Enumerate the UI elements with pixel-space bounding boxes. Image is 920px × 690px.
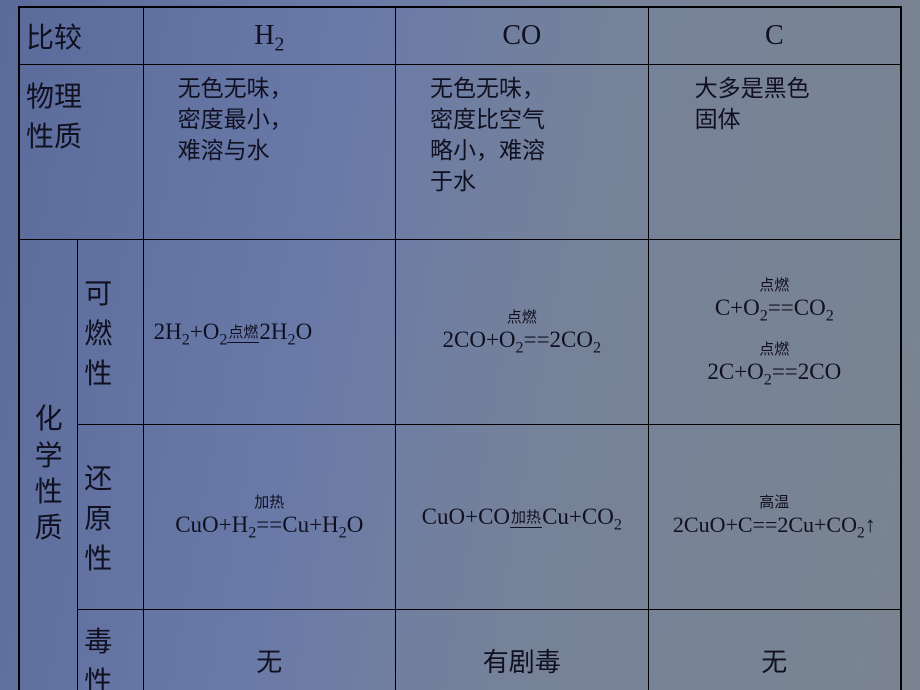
combustibility-row: 化学性质 可燃性 2H2+O2点燃2H2O 点燃2CO+O2==2CO2 点燃C… <box>19 240 901 425</box>
header-compare: 比较 <box>19 7 143 65</box>
combustibility-label: 可燃性 <box>78 240 143 425</box>
combust-co: 点燃2CO+O2==2CO2 <box>395 240 648 425</box>
toxicity-h2: 无 <box>143 610 395 690</box>
reducibility-row: 还原性 加热CuO+H2==Cu+H2O CuO+CO加热Cu+CO2 高温2C… <box>19 425 901 610</box>
physical-h2: 无色无味，密度最小，难溶与水 <box>143 65 395 240</box>
reducibility-label: 还原性 <box>78 425 143 610</box>
comparison-table: 比较 H2 CO C 物理性质 无色无味，密度最小，难溶与水 无色无味，密度比空… <box>18 6 902 690</box>
physical-co: 无色无味，密度比空气略小，难溶于水 <box>395 65 648 240</box>
header-co: CO <box>395 7 648 65</box>
header-h2: H2 <box>143 7 395 65</box>
reduce-co: CuO+CO加热Cu+CO2 <box>395 425 648 610</box>
physical-row: 物理性质 无色无味，密度最小，难溶与水 无色无味，密度比空气略小，难溶于水 大多… <box>19 65 901 240</box>
toxicity-c: 无 <box>648 610 901 690</box>
reduce-c: 高温2CuO+C==2Cu+CO2↑ <box>648 425 901 610</box>
physical-label: 物理性质 <box>19 65 143 240</box>
toxicity-co: 有剧毒 <box>395 610 648 690</box>
toxicity-label: 毒性 <box>78 610 143 690</box>
header-c: C <box>648 7 901 65</box>
combust-h2: 2H2+O2点燃2H2O <box>143 240 395 425</box>
combust-c: 点燃C+O2==CO2 点燃2C+O2==2CO <box>648 240 901 425</box>
physical-c: 大多是黑色固体 <box>648 65 901 240</box>
toxicity-row: 毒性 无 有剧毒 无 <box>19 610 901 690</box>
chemical-label: 化学性质 <box>19 240 78 690</box>
reduce-h2: 加热CuO+H2==Cu+H2O <box>143 425 395 610</box>
header-row: 比较 H2 CO C <box>19 7 901 65</box>
